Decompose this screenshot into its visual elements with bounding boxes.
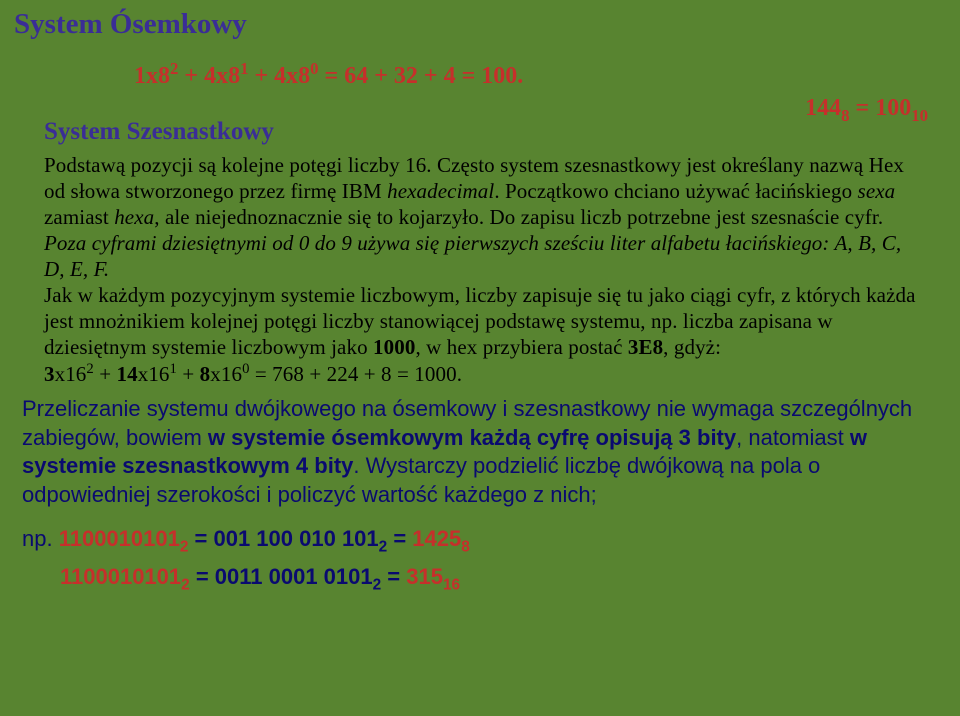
last-result: 31516 (406, 564, 460, 589)
last-groups: 0011 0001 0101 (215, 564, 373, 589)
last-line: 11000101012 = 0011 0001 01012 = 31516 (60, 564, 946, 594)
last-binary: 11000101012 (60, 564, 190, 589)
bold-1000: 1000 (373, 335, 415, 359)
formula-main: 1x82 + 4x81 + 4x80 = 64 + 32 + 4 = 100. (134, 59, 946, 90)
hex-formula: 3 (44, 362, 55, 386)
bold-3e8: 3E8 (628, 335, 663, 359)
para-text-3: , w hex przybiera postać (415, 335, 627, 359)
np-result: 14258 (412, 526, 470, 551)
np-line: np. 11000101012 = 001 100 010 1012 = 142… (22, 526, 946, 556)
blue-part2: , natomiast (736, 425, 850, 450)
right-label: 1448 = 10010 (805, 95, 928, 126)
np-groups: 001 100 010 101 (213, 526, 378, 551)
blue-section: Przeliczanie systemu dwójkowego na ósemk… (22, 395, 934, 509)
para-text-4: , gdyż: (663, 335, 721, 359)
main-paragraph: Podstawą pozycji są kolejne potęgi liczb… (44, 152, 916, 387)
np-label: np. (22, 526, 59, 551)
np-binary: 11000101012 (59, 526, 189, 551)
title-main: System Ósemkowy (14, 8, 946, 41)
blue-bold1: w systemie ósemkowym każdą cyfrę opisują… (208, 425, 736, 450)
para-text: Podstawą pozycji są kolejne potęgi liczb… (44, 153, 904, 281)
